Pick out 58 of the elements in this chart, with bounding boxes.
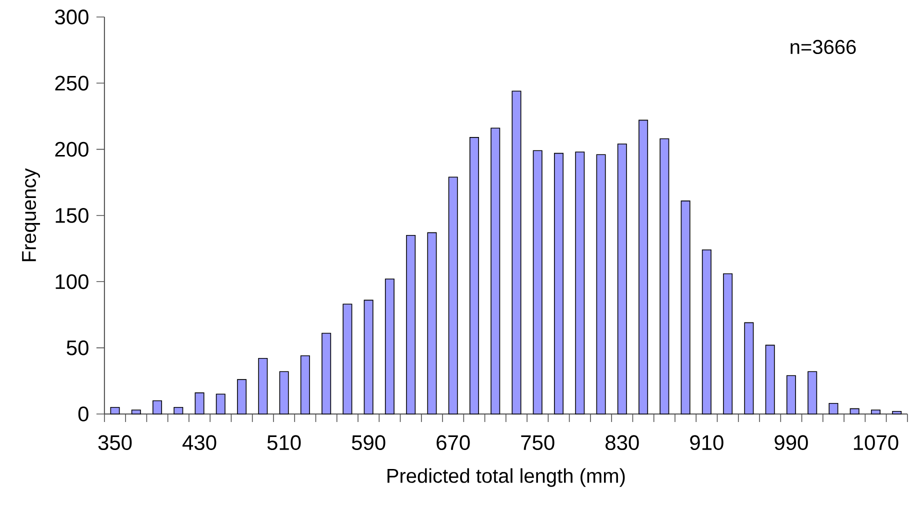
x-tick-label: 510	[267, 435, 301, 450]
bar	[237, 379, 247, 414]
bar	[174, 406, 184, 414]
x-tick-label: 830	[606, 435, 639, 450]
bar	[554, 152, 564, 414]
annotation: n=3666	[790, 40, 856, 54]
x-tick-label: 670	[436, 435, 470, 450]
y-tick-label: 150	[56, 208, 88, 223]
bar	[723, 273, 733, 414]
bar	[258, 358, 268, 414]
bar	[279, 371, 289, 414]
y-tick-label: 50	[66, 340, 88, 356]
bar	[194, 392, 204, 414]
bar	[342, 304, 352, 414]
x-tick-label: 590	[352, 435, 386, 450]
bar	[512, 90, 522, 414]
bar	[469, 137, 479, 414]
bar	[216, 394, 226, 414]
bar	[660, 138, 670, 414]
bar	[406, 234, 416, 414]
bar	[384, 278, 394, 414]
bar	[617, 144, 627, 414]
y-axis-title: Frequency	[22, 168, 40, 262]
x-tick-label: 430	[182, 435, 216, 450]
bar	[110, 406, 120, 414]
bar	[744, 322, 754, 414]
bar	[786, 375, 796, 414]
bar	[152, 400, 162, 414]
bar	[448, 176, 458, 414]
bar	[765, 344, 775, 414]
bar	[596, 154, 606, 414]
bar	[808, 371, 818, 414]
y-tick-label: 300	[55, 10, 88, 24]
y-tick-label: 100	[56, 274, 88, 290]
y-tick-label: 200	[55, 142, 88, 157]
bar	[892, 410, 902, 414]
bar	[364, 300, 374, 414]
x-tick-label: 910	[690, 435, 724, 450]
bar	[532, 150, 542, 414]
bar	[828, 403, 838, 414]
bar	[322, 332, 332, 414]
x-axis-title: Predicted total length (mm)	[388, 468, 625, 487]
x-tick-label: 350	[98, 435, 132, 450]
bar	[850, 408, 860, 414]
x-tick-label: 750	[521, 435, 554, 450]
x-tick-label: 1070	[854, 435, 898, 450]
y-tick-label: 0	[78, 406, 88, 422]
bar	[427, 232, 437, 414]
y-tick-label: 250	[55, 76, 88, 91]
bar	[131, 410, 141, 414]
bar	[702, 249, 712, 414]
bar	[490, 128, 500, 414]
bar	[575, 152, 585, 414]
bar	[638, 120, 648, 414]
bar	[680, 200, 690, 414]
x-tick-label: 990	[774, 435, 808, 450]
bar	[870, 410, 880, 414]
bar	[300, 355, 310, 414]
